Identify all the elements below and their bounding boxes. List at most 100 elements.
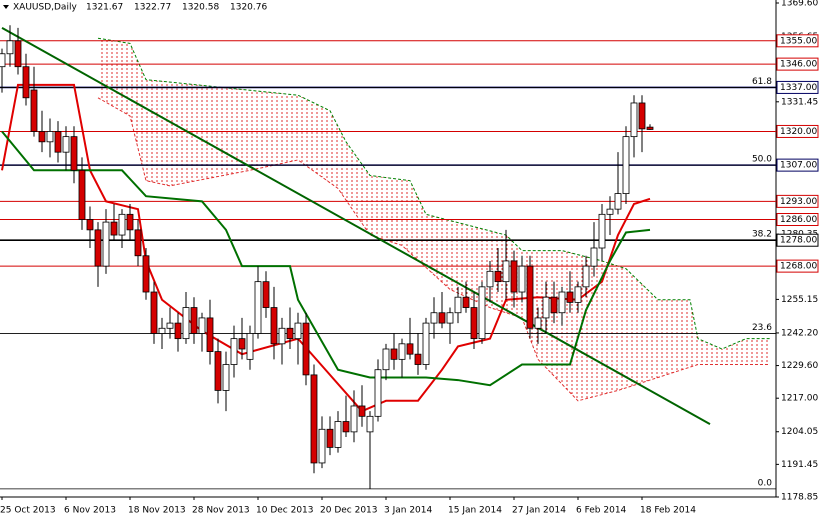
candle-body xyxy=(310,374,318,464)
x-tick-label: 25 Oct 2013 xyxy=(0,506,56,516)
level-box xyxy=(776,34,819,48)
candle-body xyxy=(190,307,198,334)
y-tick-label: 1331.45 xyxy=(781,97,818,107)
level-label: 1286.00 xyxy=(780,215,817,225)
candle-body xyxy=(6,40,14,55)
candle-body xyxy=(134,229,142,257)
candle-body xyxy=(342,421,350,433)
candle-body xyxy=(646,126,654,130)
fib-label: 38.2 xyxy=(752,230,772,240)
candle-body xyxy=(0,53,6,68)
level-box xyxy=(776,57,819,71)
level-box xyxy=(776,80,819,94)
candle-body xyxy=(446,312,454,324)
candle-body xyxy=(590,247,598,267)
candle-body xyxy=(454,296,462,314)
x-tick-label: 10 Dec 2013 xyxy=(256,506,314,516)
y-tick-label: 1217.00 xyxy=(781,394,818,404)
indicator-line xyxy=(1,130,651,387)
candle-body xyxy=(22,66,30,99)
candle-body xyxy=(398,343,406,360)
level-box xyxy=(776,213,819,227)
candle-body xyxy=(238,338,246,350)
level-label: 1307.00 xyxy=(780,161,817,171)
level-box xyxy=(776,158,819,172)
header-high: 1322.77 xyxy=(134,3,171,13)
candle-body xyxy=(510,260,518,293)
header-open: 1321.67 xyxy=(86,3,123,13)
header-close: 1320.76 xyxy=(230,3,267,13)
candle-body xyxy=(62,136,70,153)
candle-body xyxy=(334,421,342,448)
candle-body xyxy=(598,213,606,249)
candle-body xyxy=(486,270,494,288)
candle-body xyxy=(502,260,510,283)
candle-body xyxy=(206,317,214,352)
candle-body xyxy=(470,307,478,340)
level-box xyxy=(776,124,819,138)
candle-body xyxy=(350,405,358,433)
candle-body xyxy=(150,291,158,334)
candle-body xyxy=(494,270,502,283)
level-label: 1268.00 xyxy=(780,262,817,272)
cloud-span xyxy=(97,97,770,402)
candle-body xyxy=(438,312,446,324)
fib-label: 50.0 xyxy=(752,155,772,165)
candle-body xyxy=(358,405,366,417)
level-label: 1320.00 xyxy=(780,127,817,137)
candle-body xyxy=(566,291,574,303)
candle-body xyxy=(182,307,190,340)
candle-body xyxy=(374,369,382,417)
candle-body xyxy=(390,348,398,360)
candle-body xyxy=(102,221,110,267)
fib-label: 61.8 xyxy=(752,77,772,87)
candle-body xyxy=(526,265,534,329)
candle-body xyxy=(254,281,262,334)
candle-body xyxy=(214,351,222,391)
x-tick-label: 20 Dec 2013 xyxy=(320,506,378,516)
candle-body xyxy=(38,131,46,143)
level-box xyxy=(776,194,819,208)
menu-arrow xyxy=(3,5,9,9)
candle-body xyxy=(174,322,182,340)
candle-body xyxy=(270,307,278,345)
candle-body xyxy=(302,322,310,376)
x-tick-label: 27 Jan 2014 xyxy=(512,506,566,516)
candle-body xyxy=(518,265,526,293)
x-tick-label: 15 Jan 2014 xyxy=(448,506,502,516)
y-tick-label: 1229.60 xyxy=(781,361,818,371)
candle-body xyxy=(414,353,422,365)
y-tick-label: 1191.45 xyxy=(781,460,818,470)
x-tick-label: 18 Feb 2014 xyxy=(640,506,696,516)
candle-body xyxy=(422,322,430,365)
candle-body xyxy=(478,286,486,340)
level-label: 1346.00 xyxy=(780,60,817,70)
y-tick-label: 1242.20 xyxy=(781,328,818,338)
candle-body xyxy=(606,208,614,215)
candle-body xyxy=(550,296,558,314)
candle-body xyxy=(166,322,174,329)
candle-body xyxy=(158,327,166,334)
candle-body xyxy=(622,136,630,195)
candle-body xyxy=(70,136,78,171)
candle-body xyxy=(78,169,86,220)
candle-body xyxy=(542,296,550,319)
candle-body xyxy=(262,281,270,308)
level-box xyxy=(776,259,819,273)
header-low: 1320.58 xyxy=(182,3,219,13)
candle-body xyxy=(110,221,118,236)
y-tick-label: 1369.60 xyxy=(781,0,818,9)
candle-body xyxy=(54,131,62,153)
candle-body xyxy=(46,131,54,143)
candle-body xyxy=(318,428,326,464)
candle-body xyxy=(30,89,38,132)
candle-body xyxy=(630,102,638,138)
x-tick-label: 3 Jan 2014 xyxy=(384,506,432,516)
candle-body xyxy=(366,415,374,433)
candle-body xyxy=(118,213,126,236)
x-tick-label: 6 Nov 2013 xyxy=(64,506,116,516)
x-tick-label: 6 Feb 2014 xyxy=(576,506,627,516)
y-tick-label: 1204.05 xyxy=(781,427,818,437)
symbol: XAUUSD,Daily xyxy=(13,3,77,13)
